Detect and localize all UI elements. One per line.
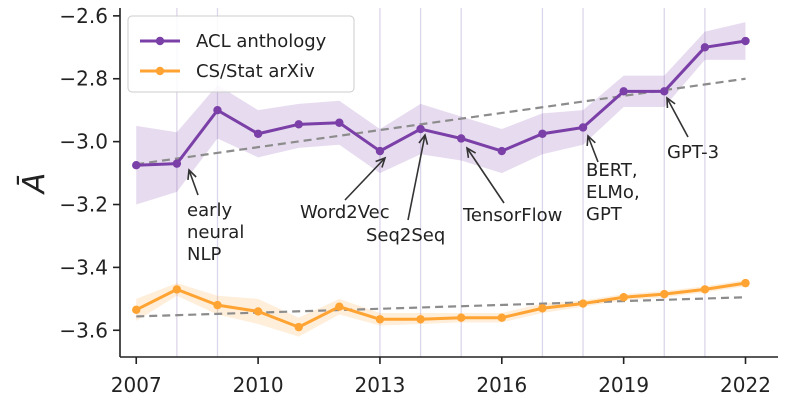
data-point: [132, 305, 141, 315]
series-markers: [132, 36, 750, 332]
legend-label: CS/Stat arXiv: [196, 61, 315, 82]
annotation-line: GPT-3: [667, 142, 719, 163]
annotation-line: Word2Vec: [300, 202, 390, 223]
series-lines: [135, 39, 746, 329]
legend-label: ACL anthology: [196, 31, 327, 52]
annotation-line: Seq2Seq: [366, 225, 445, 246]
annotation-arrow: [344, 157, 386, 201]
legend-box: [127, 15, 355, 93]
y-tick-label: −3.6: [59, 318, 108, 342]
annotation-arrowhead: [465, 146, 477, 159]
data-point: [578, 299, 588, 308]
data-point: [294, 120, 303, 129]
annotation-arrow: [188, 169, 199, 196]
annotation-label: BERT, ELMo, GPT: [586, 160, 640, 225]
legend: ACL anthology CS/Stat arXiv: [127, 15, 355, 93]
confidence-band: [136, 279, 746, 337]
annotation-line: early: [187, 200, 233, 221]
x-tick-label: 2019: [598, 373, 649, 397]
annotation-arrow: [466, 147, 505, 204]
annotation-arrowhead: [418, 133, 429, 145]
data-point: [700, 285, 710, 294]
data-point: [538, 129, 547, 138]
x-tick-label: 2022: [720, 373, 771, 397]
data-point: [741, 278, 750, 288]
x-tick-label: 2007: [111, 373, 162, 397]
annotation-arrowhead: [666, 96, 676, 109]
annotation-line: NLP: [187, 244, 221, 265]
x-tick-label: 2010: [233, 373, 284, 397]
annotation-label: GPT-3: [667, 142, 719, 163]
data-point: [619, 293, 628, 302]
annotation-arrowhead: [586, 134, 596, 147]
legend-marker: [155, 66, 165, 76]
data-point: [497, 146, 507, 156]
data-point: [213, 105, 222, 115]
data-point: [172, 285, 182, 294]
trend-lines: [136, 77, 746, 318]
annotation-line: neural: [187, 222, 244, 243]
x-axis-ticks: 2007 2010 2013 2016 2019 2022: [111, 357, 771, 397]
data-point: [375, 146, 385, 156]
data-point: [253, 129, 263, 138]
annotation-arrow: [407, 134, 426, 221]
trend-line: [136, 77, 746, 166]
annotation-arrow: [666, 97, 689, 138]
data-point: [538, 304, 547, 313]
annotation-arrows: [187, 96, 689, 221]
data-point: [578, 123, 588, 132]
data-point: [335, 118, 344, 127]
y-axis-ticks: −3.6 −3.4 −3.2 −3.0 −2.8 −2.6: [59, 4, 120, 342]
series-line: [135, 281, 746, 329]
y-tick-label: −2.6: [59, 4, 108, 28]
confidence-band: [136, 22, 746, 205]
annotation-label: early neural NLP: [187, 200, 244, 265]
data-point: [619, 87, 628, 96]
y-tick-label: −3.4: [59, 255, 108, 279]
y-tick-label: −2.8: [59, 67, 108, 91]
data-point: [416, 315, 425, 324]
data-point: [253, 307, 263, 316]
annotation-label: TensorFlow: [462, 205, 562, 226]
annotation-line: TensorFlow: [462, 205, 562, 226]
data-point: [497, 313, 507, 322]
data-point: [741, 36, 750, 46]
axes: [119, 8, 778, 358]
data-point: [132, 161, 141, 170]
x-tick-label: 2016: [476, 373, 527, 397]
annotation-arrowhead: [375, 156, 387, 168]
y-axis-label: Ā: [16, 173, 52, 196]
trend-line: [136, 296, 746, 318]
x-tick-label: 2013: [354, 373, 405, 397]
data-point: [213, 300, 222, 310]
annotation-arrowhead: [187, 168, 197, 181]
data-point: [456, 134, 466, 143]
annotation-line: BERT,: [586, 160, 638, 181]
data-point: [660, 289, 669, 299]
annotation-arrow: [587, 135, 599, 163]
annotation-label: Word2Vec: [300, 202, 390, 223]
annotation-label: Seq2Seq: [366, 225, 445, 246]
data-point: [375, 315, 385, 324]
annotation-line: GPT: [586, 204, 623, 225]
legend-marker: [155, 36, 165, 46]
y-tick-label: −3.2: [59, 193, 108, 217]
data-point: [456, 313, 466, 322]
series-line: [136, 39, 746, 167]
data-point: [660, 87, 669, 96]
data-point: [172, 159, 182, 168]
annotation-line: ELMo,: [586, 182, 640, 203]
data-point: [335, 302, 344, 311]
data-point: [416, 124, 425, 134]
data-point: [294, 322, 303, 332]
data-point: [700, 43, 710, 52]
y-tick-label: −3.0: [59, 130, 108, 154]
